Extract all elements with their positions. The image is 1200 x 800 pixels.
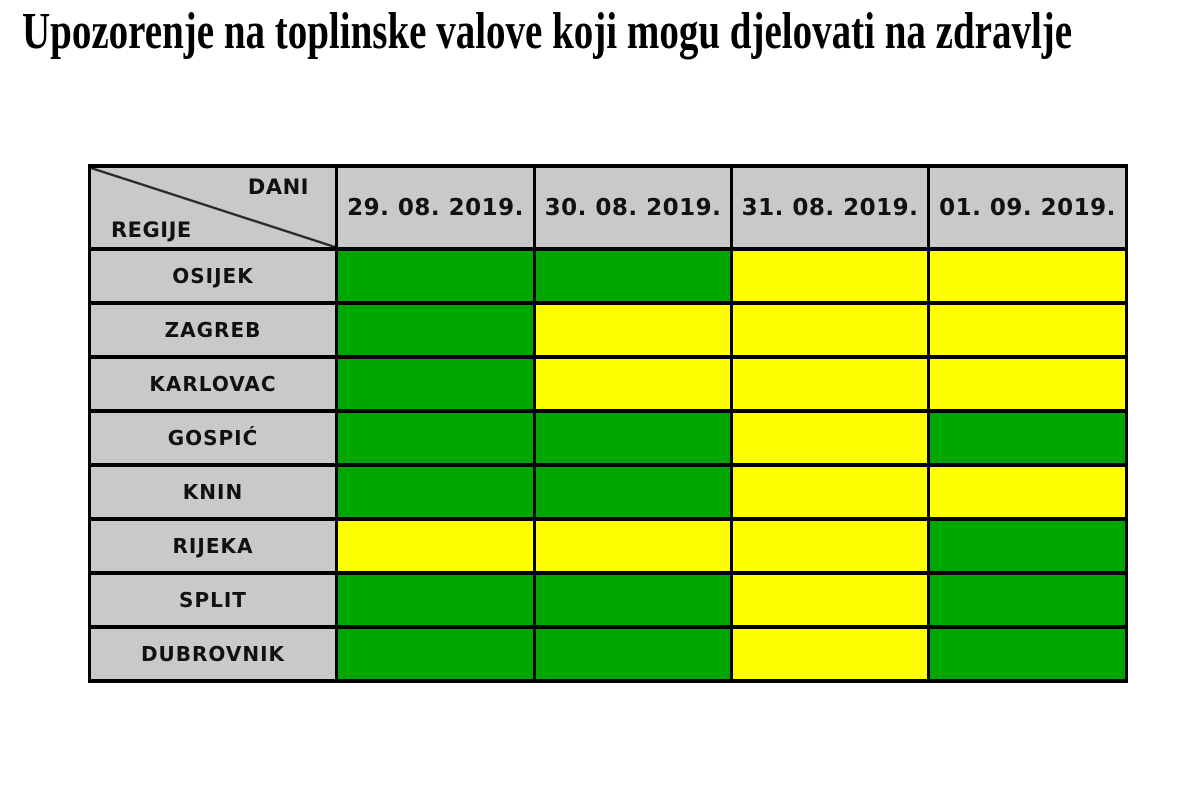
corner-regions-label: REGIJE [111,218,192,242]
warning-cell-green [927,409,1128,467]
diagonal-divider-line [91,168,335,247]
row-header-region: RIJEKA [88,517,338,575]
row-header-region: SPLIT [88,571,338,629]
warning-cell-green [927,517,1128,575]
warning-cell-green [533,625,733,683]
warning-cell-yellow [730,355,930,413]
warning-cell-yellow [730,409,930,467]
warning-cell-yellow [730,301,930,359]
column-header-date: 31. 08. 2019. [730,164,930,251]
warning-cell-yellow [533,517,733,575]
warning-cell-yellow [927,301,1128,359]
row-header-region: DUBROVNIK [88,625,338,683]
table-row: SPLIT [88,571,1128,629]
heat-warning-table: DANI REGIJE 29. 08. 2019. 30. 08. 2019. 31… [88,164,1128,683]
warning-cell-green [335,301,536,359]
table-row: ZAGREB [88,301,1128,359]
warning-cell-green [927,571,1128,629]
row-header-region: KARLOVAC [88,355,338,413]
warning-cell-green [335,571,536,629]
warning-cell-green [335,247,536,305]
warning-cell-green [335,409,536,467]
table-row: KARLOVAC [88,355,1128,413]
warning-cell-green [335,355,536,413]
warning-cell-green [533,247,733,305]
row-header-region: KNIN [88,463,338,521]
page-title: Upozorenje na toplinske valove koji mogu… [22,3,1073,60]
warning-cell-green [533,571,733,629]
row-header-region: ZAGREB [88,301,338,359]
warning-cell-yellow [533,355,733,413]
column-header-date: 01. 09. 2019. [927,164,1128,251]
warning-cell-yellow [335,517,536,575]
corner-days-label: DANI [247,175,309,199]
warning-cell-yellow [927,247,1128,305]
warning-cell-yellow [533,301,733,359]
warning-cell-yellow [730,247,930,305]
table-row: DUBROVNIK [88,625,1128,683]
warning-cell-green [335,625,536,683]
warning-cell-yellow [730,463,930,521]
column-header-date: 29. 08. 2019. [335,164,536,251]
table-row: RIJEKA [88,517,1128,575]
warning-cell-green [533,409,733,467]
warning-cell-green [335,463,536,521]
table-row: GOSPIĆ [88,409,1128,467]
warning-cell-green [927,625,1128,683]
corner-cell: DANI REGIJE [88,164,338,251]
warning-cell-yellow [730,625,930,683]
table-row: KNIN [88,463,1128,521]
header-row: DANI REGIJE 29. 08. 2019. 30. 08. 2019. 31… [88,164,1128,251]
row-header-region: OSIJEK [88,247,338,305]
warning-cell-yellow [927,355,1128,413]
table-row: OSIJEK [88,247,1128,305]
column-header-date: 30. 08. 2019. [533,164,733,251]
row-header-region: GOSPIĆ [88,409,338,467]
warning-cell-yellow [730,517,930,575]
warning-cell-yellow [927,463,1128,521]
warning-cell-green [533,463,733,521]
warning-cell-yellow [730,571,930,629]
